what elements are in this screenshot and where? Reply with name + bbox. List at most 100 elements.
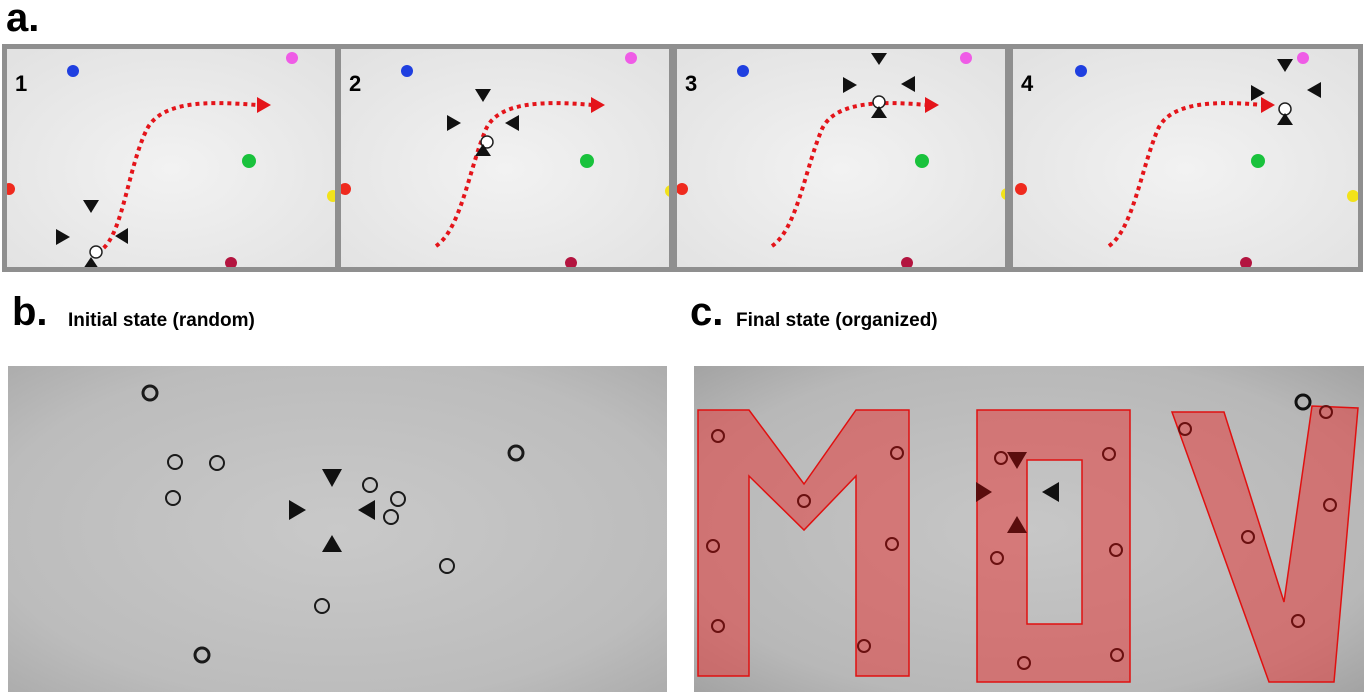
transducer-right xyxy=(1307,82,1321,98)
frame-2-image xyxy=(341,49,669,267)
trajectory-arrow xyxy=(770,101,928,248)
bead xyxy=(1319,405,1333,419)
bead xyxy=(994,451,1008,465)
bead xyxy=(209,455,225,471)
transducer-top xyxy=(475,89,491,102)
transducer-left xyxy=(843,77,857,93)
panel-b-title: Initial state (random) xyxy=(68,310,255,331)
frame-1: 1 xyxy=(7,49,335,267)
bead xyxy=(1241,530,1255,544)
marker-green xyxy=(915,154,929,168)
trajectory-arrowhead xyxy=(257,97,271,113)
marker-green xyxy=(580,154,594,168)
bead xyxy=(711,429,725,443)
bead xyxy=(711,619,725,633)
bead xyxy=(193,646,211,664)
panel-c-label: c. xyxy=(690,290,724,334)
frame-number: 1 xyxy=(15,71,28,96)
frame-strip: 1 2 xyxy=(2,44,1363,272)
bead xyxy=(1294,393,1312,411)
marker-magenta xyxy=(960,52,972,64)
bead xyxy=(1323,498,1337,512)
bead xyxy=(1017,656,1031,670)
marker-crimson xyxy=(225,257,237,267)
marker-red xyxy=(1015,183,1027,195)
bead xyxy=(890,446,904,460)
transducer-top xyxy=(1277,59,1293,72)
transducer-top xyxy=(83,200,99,213)
marker-magenta xyxy=(286,52,298,64)
transducer-left xyxy=(1251,85,1265,101)
marker-green xyxy=(1251,154,1265,168)
bead xyxy=(857,639,871,653)
transducer-right xyxy=(505,115,519,131)
panel-a-label: a. xyxy=(6,0,40,40)
transducer-right xyxy=(115,228,128,244)
frame-1-image xyxy=(7,49,335,267)
frame-number: 3 xyxy=(685,71,698,96)
transducer-bottom xyxy=(1277,113,1293,125)
transducer-right xyxy=(1042,482,1059,502)
transducer-bottom xyxy=(871,106,887,118)
trajectory-arrowhead xyxy=(591,97,605,113)
letter-m-overlay xyxy=(697,409,910,677)
transducer-bottom xyxy=(475,144,491,156)
bead xyxy=(439,558,455,574)
letter-o-overlay xyxy=(976,409,1131,683)
transducer-right xyxy=(358,500,375,520)
frame-number: 2 xyxy=(349,71,362,96)
marker-crimson xyxy=(1240,257,1252,267)
frame-3: 3 xyxy=(677,49,1005,267)
final-state-micrograph xyxy=(694,366,1364,692)
bead xyxy=(1178,422,1192,436)
frame-number: 4 xyxy=(1021,71,1034,96)
transducer-right xyxy=(901,76,915,92)
transducer-bottom xyxy=(322,535,342,552)
marker-yellow xyxy=(1001,188,1005,200)
marker-magenta xyxy=(625,52,637,64)
transducer-left xyxy=(447,115,461,131)
frame-4-image xyxy=(1013,49,1358,267)
bead xyxy=(390,491,406,507)
marker-crimson xyxy=(565,257,577,267)
marker-blue xyxy=(737,65,749,77)
marker-blue xyxy=(401,65,413,77)
trajectory-arrow xyxy=(434,101,594,248)
microbead xyxy=(480,135,494,149)
bead xyxy=(507,444,525,462)
trajectory-arrow xyxy=(96,101,258,254)
bead xyxy=(167,454,183,470)
bead xyxy=(797,494,811,508)
transducer-top xyxy=(1007,452,1027,469)
trajectory-arrow xyxy=(1107,101,1264,248)
bead xyxy=(141,384,159,402)
marker-crimson xyxy=(901,257,913,267)
bead xyxy=(885,537,899,551)
marker-green xyxy=(242,154,256,168)
trajectory-arrowhead xyxy=(1261,97,1275,113)
marker-blue xyxy=(67,65,79,77)
bead xyxy=(314,598,330,614)
bead xyxy=(383,509,399,525)
marker-red xyxy=(341,183,351,195)
bead xyxy=(1291,614,1305,628)
marker-blue xyxy=(1075,65,1087,77)
bead xyxy=(362,477,378,493)
initial-state-micrograph xyxy=(8,366,667,692)
letter-v-overlay xyxy=(1170,405,1359,683)
bead xyxy=(1109,543,1123,557)
panel-b-label: b. xyxy=(12,290,48,334)
bead xyxy=(990,551,1004,565)
frame-2: 2 xyxy=(341,49,669,267)
transducer-left xyxy=(289,500,306,520)
panel-c-image xyxy=(694,366,1364,692)
transducer-top xyxy=(871,53,887,65)
bead xyxy=(706,539,720,553)
microbead xyxy=(89,245,103,259)
panel-c-title: Final state (organized) xyxy=(736,310,938,331)
bead xyxy=(1102,447,1116,461)
trajectory-arrowhead xyxy=(925,97,939,113)
marker-red xyxy=(677,183,688,195)
panel-b-image xyxy=(8,366,667,692)
frame-3-image xyxy=(677,49,1005,267)
